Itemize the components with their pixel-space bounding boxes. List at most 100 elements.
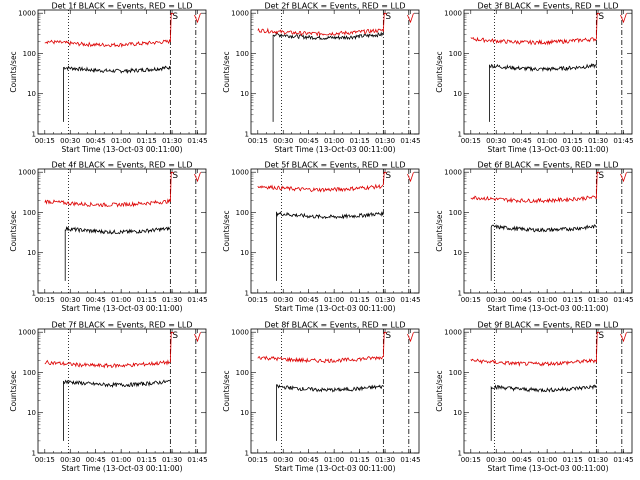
panel-title: Det 9f BLACK = Events, RED = LLD bbox=[477, 321, 618, 330]
y-tick-label: 100 bbox=[23, 369, 36, 377]
x-tick-label: 01:45 bbox=[187, 296, 207, 304]
x-tick-label: 00:30 bbox=[273, 296, 293, 304]
x-tick-label: 00:45 bbox=[299, 296, 319, 304]
series-lld-tail bbox=[620, 332, 627, 343]
series-events bbox=[63, 65, 171, 122]
panel-title: Det 2f BLACK = Events, RED = LLD bbox=[264, 2, 405, 11]
x-tick-label: 01:00 bbox=[537, 137, 557, 145]
series-lld bbox=[257, 12, 387, 37]
panel-title: Det 5f BLACK = Events, RED = LLD bbox=[264, 161, 405, 170]
panel-title: Det 6f BLACK = Events, RED = LLD bbox=[477, 161, 618, 170]
plot-frame bbox=[463, 328, 633, 454]
x-tick-label: 01:30 bbox=[375, 456, 395, 464]
x-tick-label: 00:30 bbox=[273, 456, 293, 464]
y-tick-label: 100 bbox=[236, 50, 249, 58]
x-tick-label: 01:00 bbox=[324, 137, 344, 145]
y-tick-label: 10 bbox=[27, 90, 36, 98]
y-tick-label: 1 bbox=[245, 290, 249, 298]
x-tick-label: 01:00 bbox=[537, 456, 557, 464]
x-tick-label: 01:30 bbox=[162, 296, 182, 304]
panel-title: Det 1f BLACK = Events, RED = LLD bbox=[51, 2, 192, 11]
plot-frame bbox=[37, 328, 207, 454]
x-tick-label: 00:45 bbox=[299, 456, 319, 464]
x-tick-label: 01:45 bbox=[400, 296, 420, 304]
panel-title: Det 4f BLACK = Events, RED = LLD bbox=[51, 161, 192, 170]
x-tick-label: 01:00 bbox=[111, 296, 131, 304]
x-tick-label: 01:15 bbox=[137, 296, 157, 304]
x-tick-label: 00:30 bbox=[486, 296, 506, 304]
series-events bbox=[63, 379, 171, 441]
y-tick-label: 100 bbox=[236, 369, 249, 377]
x-tick-label: 01:15 bbox=[137, 137, 157, 145]
y-tick-label: 1 bbox=[245, 131, 249, 139]
series-events bbox=[276, 384, 384, 441]
x-tick-label: 01:45 bbox=[613, 296, 633, 304]
x-tick-label: 00:15 bbox=[35, 296, 55, 304]
x-axis-title: Start Time (13-Oct-03 00:11:00) bbox=[274, 304, 395, 313]
x-axis-title: Start Time (13-Oct-03 00:11:00) bbox=[61, 145, 182, 154]
x-axis-title: Start Time (13-Oct-03 00:11:00) bbox=[487, 304, 608, 313]
x-tick-label: 01:45 bbox=[400, 456, 420, 464]
series-lld bbox=[44, 12, 174, 48]
y-tick-label: 100 bbox=[236, 209, 249, 217]
y-tick-label: 1 bbox=[458, 290, 462, 298]
x-tick-label: 01:15 bbox=[350, 296, 370, 304]
saa-annotation: S bbox=[385, 331, 391, 341]
series-lld-tail bbox=[194, 172, 201, 183]
y-axis-title: Counts/sec bbox=[222, 370, 231, 411]
saa-annotation: S bbox=[598, 331, 604, 341]
series-lld bbox=[257, 171, 387, 193]
y-tick-label: 10 bbox=[453, 409, 462, 417]
x-tick-label: 01:45 bbox=[400, 137, 420, 145]
x-tick-label: 01:00 bbox=[537, 296, 557, 304]
x-tick-label: 00:30 bbox=[60, 456, 80, 464]
x-tick-label: 01:30 bbox=[375, 296, 395, 304]
x-tick-label: 00:15 bbox=[35, 137, 55, 145]
x-tick-label: 00:15 bbox=[461, 137, 481, 145]
y-tick-label: 10 bbox=[453, 249, 462, 257]
panel-det-2: Det 2f BLACK = Events, RED = LLD 00:15 00:… bbox=[222, 2, 421, 155]
y-axis-title: Counts/sec bbox=[435, 51, 444, 92]
series-lld bbox=[470, 331, 600, 367]
panel-det-5: Det 5f BLACK = Events, RED = LLD 00:15 00:… bbox=[222, 161, 421, 314]
series-events bbox=[490, 224, 597, 281]
x-tick-label: 01:15 bbox=[350, 456, 370, 464]
y-tick-label: 100 bbox=[23, 209, 36, 217]
saa-annotation: S bbox=[598, 171, 604, 181]
x-tick-label: 00:45 bbox=[512, 137, 532, 145]
y-axis-title: Counts/sec bbox=[9, 210, 18, 251]
x-tick-label: 00:15 bbox=[248, 296, 268, 304]
y-tick-label: 1000 bbox=[231, 10, 249, 18]
y-axis-title: Counts/sec bbox=[9, 51, 18, 92]
y-tick-label: 1000 bbox=[231, 169, 249, 177]
series-events bbox=[489, 63, 597, 122]
panel-det-7: Det 7f BLACK = Events, RED = LLD 00:15 00:… bbox=[9, 321, 208, 474]
y-axis-title: Counts/sec bbox=[9, 370, 18, 411]
x-tick-label: 01:30 bbox=[588, 296, 608, 304]
series-lld bbox=[44, 331, 174, 369]
y-axis-title: Counts/sec bbox=[222, 210, 231, 251]
y-tick-label: 100 bbox=[449, 50, 462, 58]
y-tick-label: 1000 bbox=[444, 169, 462, 177]
saa-annotation: S bbox=[598, 12, 604, 22]
y-tick-label: 1000 bbox=[18, 10, 36, 18]
y-tick-label: 1 bbox=[32, 450, 36, 458]
x-tick-label: 00:45 bbox=[86, 137, 106, 145]
saa-annotation: S bbox=[385, 12, 391, 22]
y-tick-label: 1000 bbox=[444, 329, 462, 337]
plot-frame bbox=[37, 168, 207, 294]
x-tick-label: 01:15 bbox=[563, 296, 583, 304]
saa-annotation: S bbox=[172, 331, 178, 341]
series-events bbox=[272, 31, 384, 122]
y-tick-label: 1000 bbox=[444, 10, 462, 18]
panel-det-9: Det 9f BLACK = Events, RED = LLD 00:15 00:… bbox=[435, 321, 634, 474]
y-tick-label: 1 bbox=[32, 290, 36, 298]
x-tick-label: 01:15 bbox=[350, 137, 370, 145]
saa-annotation: S bbox=[172, 171, 178, 181]
x-tick-label: 00:15 bbox=[248, 456, 268, 464]
x-tick-label: 01:45 bbox=[613, 137, 633, 145]
x-tick-label: 01:45 bbox=[187, 137, 207, 145]
series-lld bbox=[44, 171, 174, 208]
x-axis-title: Start Time (13-Oct-03 00:11:00) bbox=[61, 304, 182, 313]
x-tick-label: 01:30 bbox=[375, 137, 395, 145]
